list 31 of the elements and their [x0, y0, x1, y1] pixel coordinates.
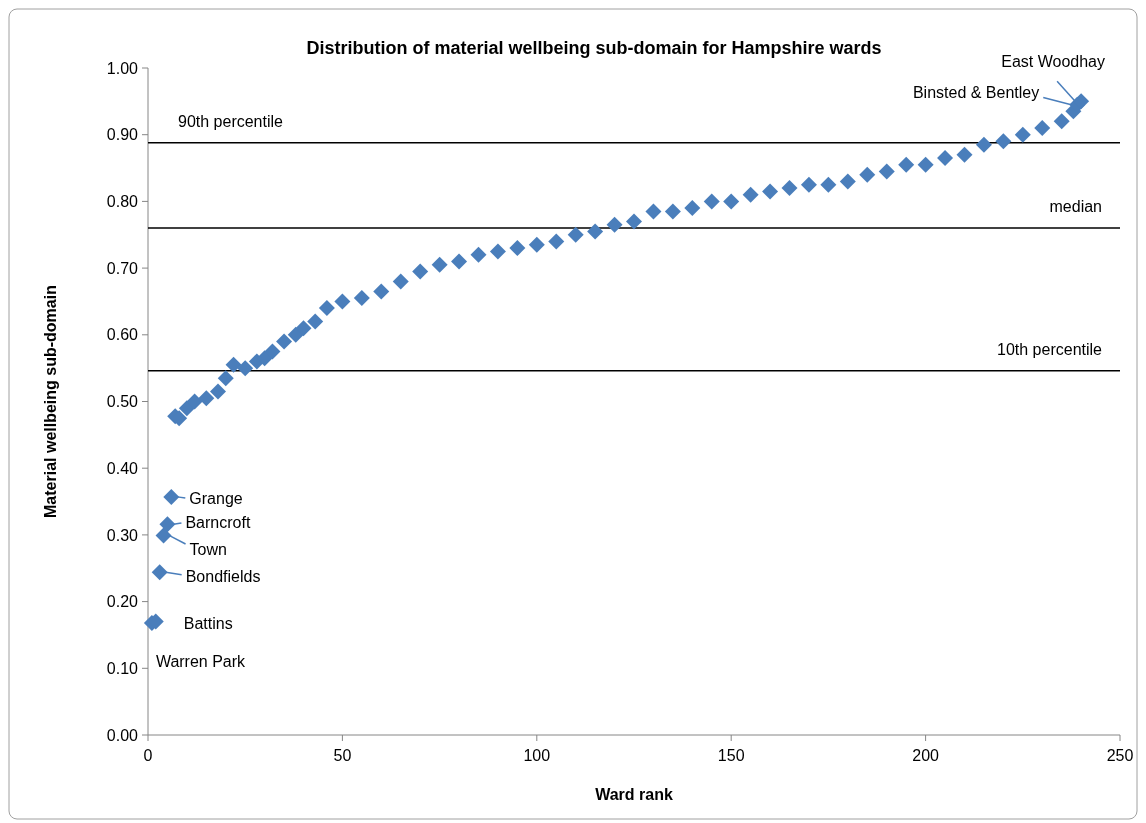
x-tick-label: 200 [912, 747, 940, 764]
x-tick-label: 0 [143, 747, 153, 764]
ref-line-label: median [1049, 198, 1102, 216]
y-tick-label: 0.00 [106, 726, 139, 744]
y-tick-label: 0.40 [106, 459, 139, 477]
y-tick-label: 1.00 [106, 59, 139, 77]
chart-title: Distribution of material wellbeing sub-domain for Hampshire wards [306, 38, 882, 58]
ref-line-label: 10th percentile [997, 340, 1103, 358]
y-tick-label: 0.50 [106, 393, 139, 411]
y-tick-label: 0.30 [106, 526, 139, 544]
annotation: Grange [189, 490, 243, 508]
y-tick-label: 0.10 [106, 659, 139, 677]
ref-line-label: 90th percentile [178, 112, 284, 130]
x-tick-label: 50 [333, 747, 352, 764]
y-tick-label: 0.90 [106, 126, 139, 144]
annotation: Warren Park [155, 652, 247, 670]
annotation: Battins [183, 615, 233, 633]
x-tick-label: 150 [717, 747, 745, 764]
annotation: Binsted & Bentley [912, 84, 1040, 102]
y-tick-label: 0.60 [106, 326, 139, 344]
annotation: Barncroft [185, 513, 251, 531]
x-tick-label: 100 [523, 747, 551, 764]
annotation: East Woodhay [1001, 52, 1105, 70]
y-tick-label: 0.20 [106, 593, 139, 611]
annotation: Bondfields [185, 567, 261, 585]
y-axis-title: Material wellbeing sub-domain [42, 285, 59, 518]
x-axis-title: Ward rank [595, 786, 673, 803]
annotation: Town [189, 541, 227, 559]
y-tick-label: 0.80 [106, 193, 139, 210]
y-tick-label: 0.70 [106, 259, 139, 277]
x-tick-label: 250 [1106, 747, 1134, 764]
